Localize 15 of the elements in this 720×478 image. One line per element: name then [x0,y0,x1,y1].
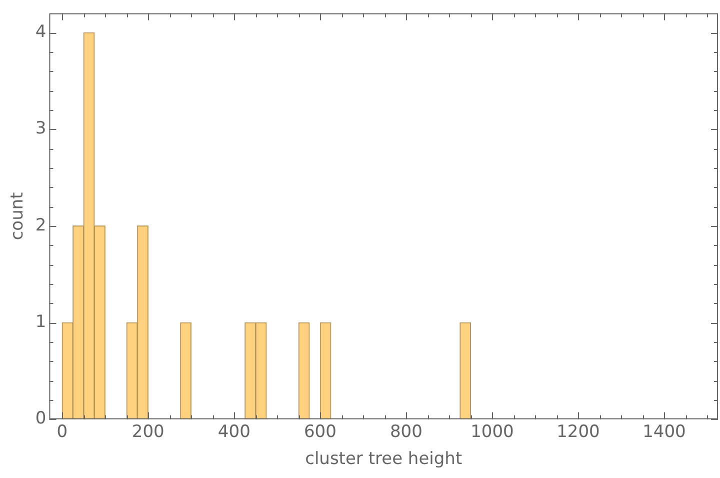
y-axis-title: count [8,192,28,240]
x-tick-label: 200 [132,422,164,442]
y-tick-label: 2 [35,215,46,236]
x-tick-label: 800 [390,422,422,442]
y-tick-label: 1 [35,312,46,332]
x-tick-label: 1200 [556,422,600,442]
x-tick-label: 0 [56,422,68,442]
x-axis-title: cluster tree height [305,449,462,470]
x-tick-label: 600 [304,422,336,442]
x-tick-label: 1000 [470,422,514,442]
x-tick-label: 400 [218,422,250,442]
y-tick-label: 0 [35,408,46,429]
x-tick-label: 1400 [642,422,686,442]
y-tick-label: 4 [35,22,46,42]
y-tick-label: 3 [35,118,46,139]
